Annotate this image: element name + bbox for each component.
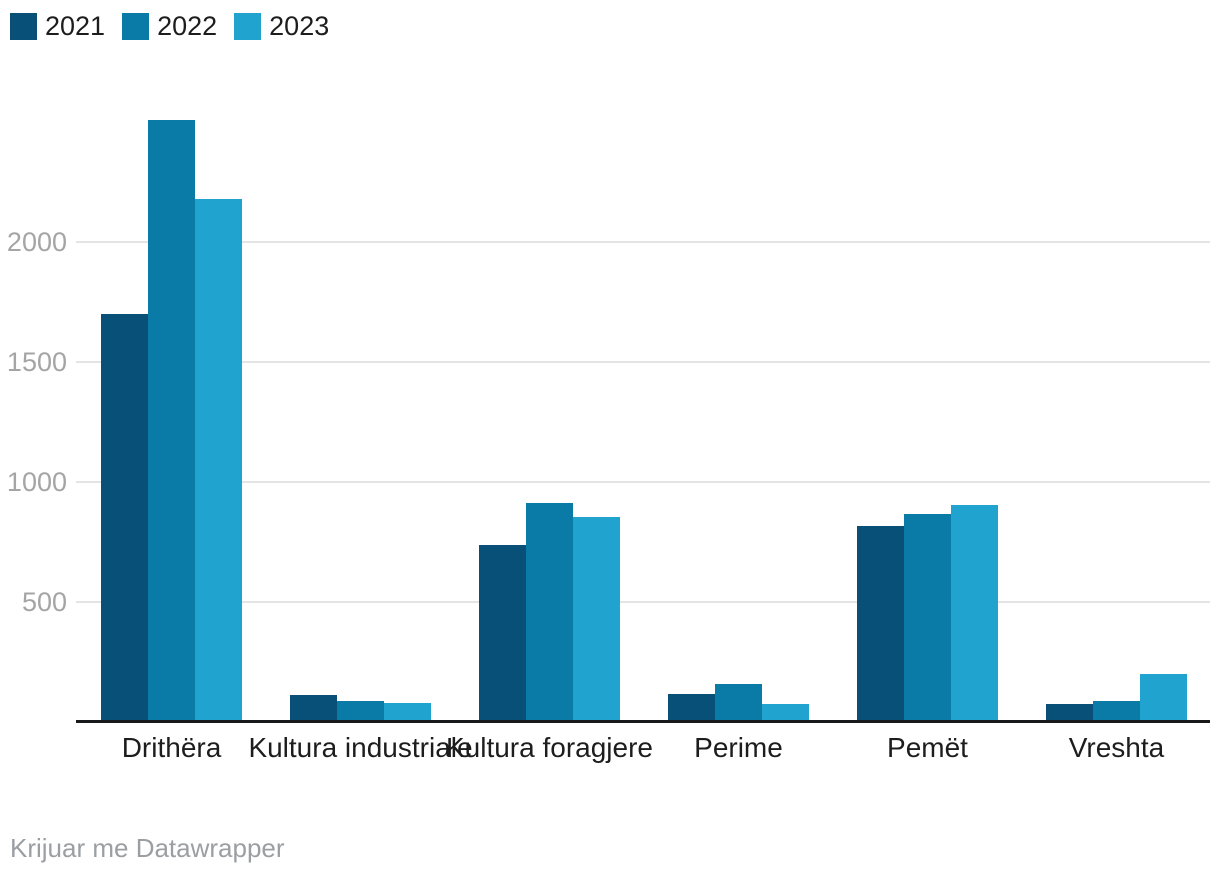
gridline-2000 [76,241,1210,243]
legend: 2021 2022 2023 [10,13,329,40]
bar-2023-vreshta[interactable] [1140,674,1187,720]
bar-2022-kultura-foragjere[interactable] [526,503,573,720]
category-label-perime: Perime [694,732,783,763]
bar-2022-perime[interactable] [715,684,762,720]
gridline-1000 [76,481,1210,483]
category-label-pemët: Pemët [887,732,968,763]
y-tick-label-2000: 2000 [6,227,67,257]
legend-swatch-icon [234,13,262,40]
gridline-500 [76,601,1210,603]
bar-2023-pemët[interactable] [951,505,998,720]
category-label-kultura-foragjere: Kultura foragjere [445,732,653,763]
bar-2021-kultura-industriale[interactable] [290,695,337,720]
bar-2021-kultura-foragjere[interactable] [479,545,526,720]
bar-2021-pemët[interactable] [857,526,904,720]
bar-2023-kultura-foragjere[interactable] [573,517,620,720]
bar-2021-drithëra[interactable] [101,314,148,720]
legend-label: 2021 [45,11,106,41]
bar-2021-perime[interactable] [668,694,715,720]
x-axis-line [76,720,1210,723]
bar-2022-kultura-industriale[interactable] [337,701,384,720]
gridline-1500 [76,361,1210,363]
legend-swatch-icon [10,13,37,40]
legend-item-2022: 2022 [122,13,217,40]
y-tick-label-500: 500 [21,587,67,617]
category-label-vreshta: Vreshta [1068,732,1165,763]
legend-label: 2022 [157,11,218,41]
y-tick-label-1500: 1500 [6,347,67,377]
legend-swatch-icon [122,13,150,40]
legend-item-2023: 2023 [234,13,329,40]
legend-item-2021: 2021 [10,13,105,40]
y-tick-label-1000: 1000 [6,467,67,497]
category-label-kultura-industriale: Kultura industriale [248,732,473,763]
bar-2022-pemët[interactable] [904,514,951,720]
bar-2023-kultura-industriale[interactable] [384,703,431,720]
legend-label: 2023 [269,11,330,41]
bar-2023-perime[interactable] [762,704,809,720]
bar-2022-vreshta[interactable] [1093,701,1140,720]
bar-2022-drithëra[interactable] [148,120,195,720]
datawrapper-credit[interactable]: Krijuar me Datawrapper [10,833,285,863]
bar-2021-vreshta[interactable] [1046,704,1093,720]
category-label-drithëra: Drithëra [121,732,222,763]
bar-2023-drithëra[interactable] [195,199,242,720]
